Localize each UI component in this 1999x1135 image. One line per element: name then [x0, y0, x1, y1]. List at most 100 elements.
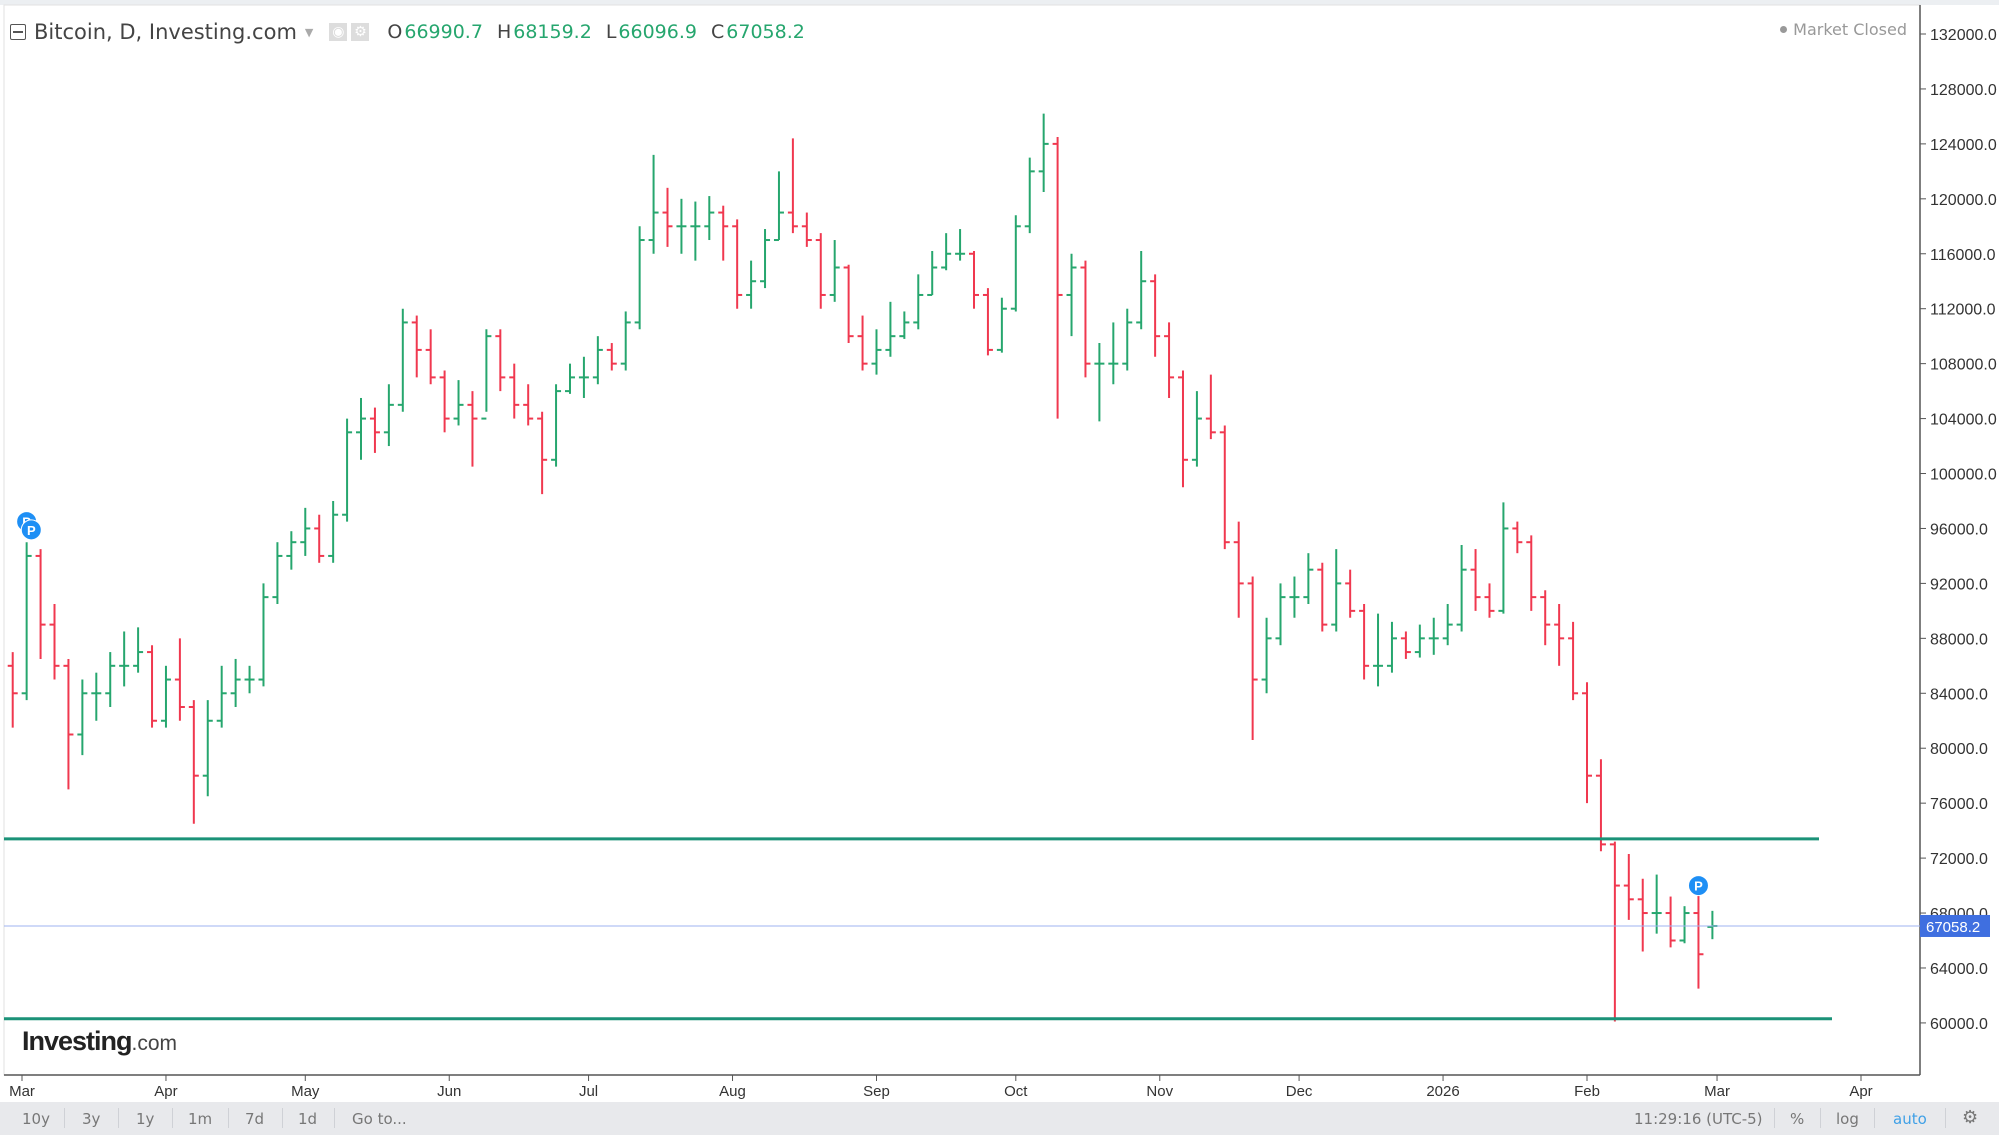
gear-icon[interactable]: ⚙: [351, 23, 370, 41]
ohlc-bar: [1261, 617, 1272, 694]
ohlc-bar: [996, 297, 1007, 353]
ohlc-bar: [801, 212, 812, 247]
ohlc-bar: [147, 645, 158, 728]
ohlc-bar: [1080, 260, 1091, 378]
ohlc-bar: [1582, 682, 1593, 804]
ohlc-bar: [551, 384, 562, 467]
ohlc-bar: [787, 138, 798, 234]
y-tick-label: 132000.0: [1930, 27, 1997, 44]
range-7d[interactable]: 7d: [245, 1110, 265, 1128]
bottom-toolbar: 10y 3y 1y 1m 7d 1d Go to... 11:29:16 (UT…: [0, 1102, 1999, 1135]
ohlc-bar: [1484, 583, 1495, 618]
ohlc-bar: [1679, 906, 1690, 944]
ohlc-bar: [1665, 896, 1676, 948]
percent-toggle[interactable]: %: [1790, 1110, 1805, 1128]
ohlc-bar: [1150, 274, 1161, 357]
ohlc-bar: [509, 363, 520, 419]
clock-timezone[interactable]: 11:29:16 (UTC-5): [1634, 1110, 1763, 1128]
range-1y[interactable]: 1y: [136, 1110, 155, 1128]
ohlc-bar: [662, 187, 673, 247]
ohlc-bar: [425, 329, 436, 385]
ohlc-bar: [1707, 910, 1718, 940]
range-10y[interactable]: 10y: [22, 1110, 50, 1128]
ohlc-bar: [857, 315, 868, 371]
ohlc-bar: [537, 411, 548, 495]
ohlc-bar: [676, 198, 687, 254]
log-toggle[interactable]: log: [1836, 1110, 1859, 1128]
ohlc-bar: [286, 531, 297, 570]
ohlc-value: 66990.7: [404, 21, 483, 43]
ohlc-bar: [871, 329, 882, 375]
ohlc-bar: [272, 542, 283, 605]
divider: [1774, 1108, 1775, 1128]
eye-icon[interactable]: ◉: [329, 23, 348, 41]
ohlc-bar: [439, 370, 450, 433]
y-tick-label: 112000.0: [1930, 302, 1996, 319]
ohlc-bar: [1456, 544, 1467, 632]
price-chart[interactable]: 60000.064000.068000.072000.076000.080000…: [0, 0, 1999, 1102]
ohlc-bar: [606, 343, 617, 371]
range-3y[interactable]: 3y: [82, 1110, 101, 1128]
x-tick-label: Mar: [9, 1083, 35, 1100]
ohlc-bar: [1623, 853, 1634, 920]
ohlc-bar: [704, 196, 715, 241]
ohlc-bar: [1442, 604, 1453, 646]
x-tick-label: 2026: [1426, 1083, 1459, 1100]
ohlc-bar: [1512, 521, 1523, 554]
ohlc-bar: [982, 288, 993, 356]
ohlc-bar: [188, 700, 199, 824]
x-tick-label: Sep: [863, 1083, 890, 1100]
ohlc-bar: [383, 384, 394, 447]
market-status-text: Market Closed: [1793, 20, 1907, 39]
event-marker-icon[interactable]: [1687, 875, 1709, 897]
ohlc-bar: [160, 665, 171, 728]
ohlc-bar: [1164, 322, 1175, 398]
symbol-title[interactable]: Bitcoin, D, Investing.com: [34, 20, 297, 44]
ohlc-bar: [91, 672, 102, 721]
ohlc-bar: [119, 631, 130, 687]
ohlc-bar: [1136, 251, 1147, 330]
y-tick-label: 84000.0: [1930, 686, 1988, 703]
divider: [172, 1108, 173, 1128]
divider: [228, 1108, 229, 1128]
ohlc-bar: [230, 658, 241, 708]
ohlc-bar: [202, 700, 213, 797]
ohlc-bar: [1275, 583, 1286, 646]
ohlc-bar: [592, 336, 603, 385]
ohlc-bar: [1331, 549, 1342, 632]
ohlc-bar: [1400, 631, 1411, 659]
range-1d[interactable]: 1d: [298, 1110, 318, 1128]
x-tick-label: Aug: [719, 1083, 746, 1100]
ohlc-bar: [300, 507, 311, 556]
ohlc-bar: [1219, 425, 1230, 550]
ohlc-bar: [1289, 576, 1300, 618]
ohlc-bar: [746, 260, 757, 309]
divider: [1820, 1108, 1821, 1128]
divider: [334, 1108, 335, 1128]
ohlc-bar: [35, 549, 46, 659]
auto-toggle[interactable]: auto: [1893, 1110, 1927, 1128]
ohlc-bar: [63, 658, 74, 790]
x-tick-label: Apr: [1849, 1083, 1872, 1100]
ohlc-bar: [1191, 391, 1202, 467]
x-tick-label: Dec: [1286, 1083, 1313, 1100]
settings-gear-icon[interactable]: ⚙: [1962, 1107, 1979, 1128]
chevron-down-icon[interactable]: ▼: [304, 25, 314, 39]
ohlc-bar: [495, 329, 506, 392]
event-marker-icon[interactable]: [20, 519, 42, 541]
goto-button[interactable]: Go to...: [352, 1110, 407, 1128]
collapse-icon[interactable]: [10, 24, 26, 40]
ohlc-bar: [1373, 613, 1384, 687]
last-price-label: 67058.2: [1926, 919, 1980, 936]
ohlc-bar: [356, 397, 367, 460]
ohlc-bar: [1568, 621, 1579, 701]
range-1m[interactable]: 1m: [188, 1110, 213, 1128]
ohlc-o: O 66990.7: [387, 21, 483, 43]
ohlc-bar: [829, 240, 840, 302]
ohlc-bar: [1317, 562, 1328, 632]
investing-logo: Investing.com: [22, 1026, 177, 1057]
ohlc-bar: [258, 583, 269, 687]
ohlc-key: O: [387, 21, 403, 43]
x-tick-label: Nov: [1146, 1083, 1173, 1100]
event-marker-label: P: [27, 523, 36, 538]
